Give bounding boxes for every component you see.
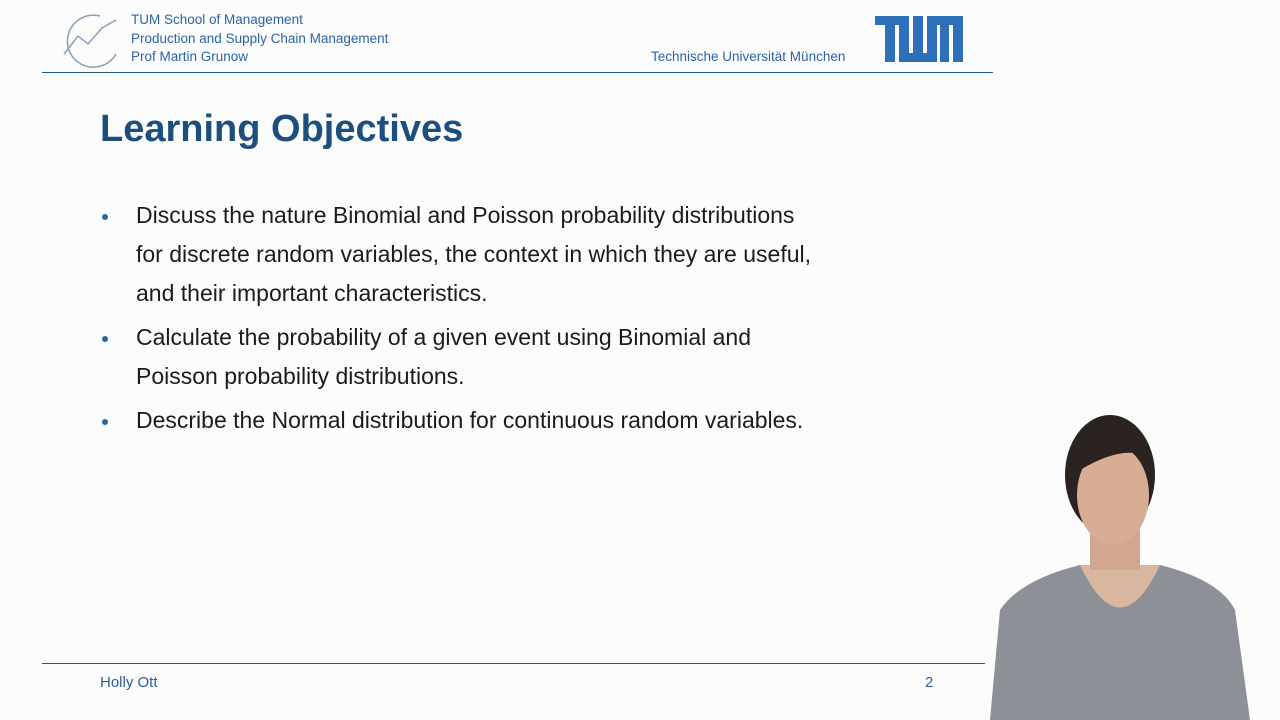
presenter-video — [990, 415, 1250, 720]
bullet-marker — [102, 214, 108, 220]
university-name: Technische Universität München — [651, 49, 846, 64]
bullet-marker — [102, 336, 108, 342]
bullet-text: Calculate the probability of a given eve… — [136, 324, 751, 350]
header-line: Production and Supply Chain Management — [131, 31, 389, 46]
tum-logo — [875, 16, 963, 62]
bullet-text: for discrete random variables, the conte… — [136, 241, 812, 267]
bullet-text: Poisson probability distributions. — [136, 363, 465, 389]
footer-author: Holly Ott — [100, 674, 158, 691]
header-rule — [42, 72, 993, 73]
footer-rule — [42, 663, 985, 664]
page-number: 2 — [925, 674, 934, 691]
slide-title: Learning Objectives — [100, 108, 464, 150]
header-line: Prof Martin Grunow — [131, 49, 249, 64]
bullet-text: Describe the Normal distribution for con… — [136, 407, 804, 433]
bullet-marker — [102, 419, 108, 425]
header-line: TUM School of Management — [131, 12, 303, 27]
bullet-text: Discuss the nature Binomial and Poisson … — [136, 202, 795, 228]
school-logo — [63, 14, 117, 68]
bullet-text: and their important characteristics. — [136, 280, 488, 306]
